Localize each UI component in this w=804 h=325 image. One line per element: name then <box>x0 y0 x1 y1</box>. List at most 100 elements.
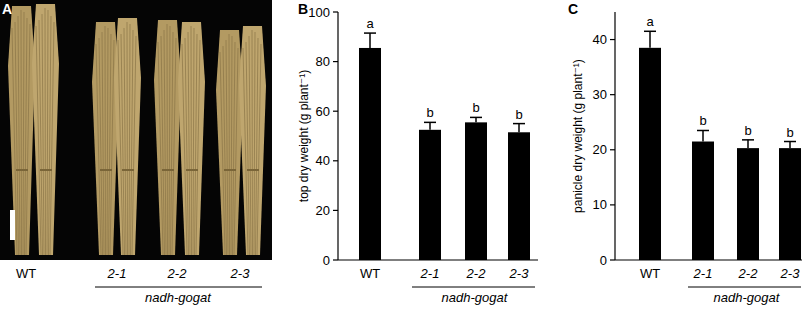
straw-line <box>226 40 228 255</box>
straw-line <box>229 34 231 255</box>
error-cap <box>424 122 436 124</box>
bar <box>779 148 801 260</box>
y-tick <box>333 259 338 260</box>
y-tick-label: 40 <box>593 32 607 47</box>
straw-line <box>23 12 24 255</box>
tie <box>40 169 52 171</box>
straw-line <box>246 42 250 255</box>
straw-line <box>196 40 200 255</box>
plant-bundle <box>114 18 141 255</box>
straw-line <box>252 30 254 255</box>
plant-bundle <box>92 22 119 255</box>
plant-bundle <box>32 4 59 255</box>
panel-label: B <box>298 1 308 17</box>
straw-line <box>102 32 104 255</box>
group-label: nadh-gogat <box>442 290 509 305</box>
group-line <box>95 287 262 288</box>
straw-line <box>231 36 232 255</box>
error-bar <box>429 122 431 129</box>
straw-line <box>99 38 103 255</box>
plant-bundle <box>154 20 181 255</box>
group-label: nadh-gogat <box>145 290 212 305</box>
scale-bar <box>10 210 15 240</box>
straw-line <box>161 36 165 255</box>
straw-line <box>18 16 20 255</box>
y-tick <box>333 160 338 161</box>
photo-background <box>0 0 272 260</box>
error-bar <box>702 130 704 141</box>
straw <box>114 18 141 255</box>
y-axis <box>614 12 615 260</box>
straw <box>216 30 243 255</box>
bars <box>359 33 530 260</box>
straw-line <box>21 10 23 255</box>
tie <box>100 169 112 171</box>
x-tick-label: 2-3 <box>780 266 801 281</box>
panel-label: C <box>568 1 578 17</box>
straw-line <box>254 32 255 255</box>
straw-line <box>167 24 169 255</box>
straw <box>178 22 205 255</box>
error-cap <box>697 130 709 132</box>
y-tick <box>610 149 615 150</box>
plant-bundle <box>8 6 35 255</box>
straw-line <box>124 28 126 255</box>
error-bar <box>518 124 520 133</box>
tie <box>16 169 28 171</box>
y-axis-label: top dry weight (g plant⁻¹) <box>297 70 311 202</box>
y-tick-label: 30 <box>593 87 607 102</box>
straw-line <box>249 36 251 255</box>
straw-line <box>188 32 190 255</box>
straw-line <box>234 48 238 255</box>
straw-line <box>107 28 108 255</box>
chart: Cpanicle dry weight (g plant⁻¹)010203040… <box>568 1 802 305</box>
straw-line <box>223 46 227 255</box>
bar <box>419 130 441 260</box>
straw <box>154 20 181 255</box>
photo-label: 2-1 <box>107 266 127 281</box>
straw-line <box>132 36 136 255</box>
significance-letter: a <box>366 16 374 31</box>
significance-letter: b <box>744 123 751 138</box>
y-axis <box>337 12 338 260</box>
error-bar <box>369 33 371 48</box>
x-tick-label: 2-3 <box>509 266 530 281</box>
y-tick <box>333 11 338 12</box>
plant-bundle <box>178 22 205 255</box>
straw-line <box>172 38 176 255</box>
straw-line <box>191 26 193 255</box>
straw-line <box>15 22 19 255</box>
straw-line <box>39 20 43 255</box>
straw-line <box>121 34 125 255</box>
straw-line <box>193 28 194 255</box>
bar <box>359 48 381 260</box>
straw-line <box>36 26 41 255</box>
bar <box>639 48 661 260</box>
error-cap <box>742 139 754 141</box>
x-tick-label: WT <box>360 266 380 281</box>
straw-line <box>169 26 170 255</box>
y-tick <box>610 259 615 260</box>
x-tick-label: 2-1 <box>420 266 440 281</box>
tie <box>162 169 174 171</box>
straw-line <box>105 26 107 255</box>
photo-label: 2-2 <box>167 266 188 281</box>
x-tick-label: WT <box>640 266 660 281</box>
straw-line <box>129 24 130 255</box>
y-tick-label: 80 <box>316 54 330 69</box>
straw-line <box>158 42 163 255</box>
straw-line <box>127 22 129 255</box>
group-line <box>412 287 535 288</box>
error-bar <box>747 140 749 148</box>
straw-line <box>26 24 30 255</box>
straw-line <box>47 10 48 255</box>
error-cap <box>470 117 482 119</box>
bars <box>639 31 801 260</box>
straw-line <box>50 22 54 255</box>
significance-letter: b <box>515 107 522 122</box>
figure: WT2-12-22-3nadh-gogatABtop dry weight (g… <box>0 0 804 325</box>
straw-line <box>257 44 261 255</box>
y-tick-label: 40 <box>316 153 330 168</box>
error-cap <box>784 141 796 143</box>
y-axis-label: panicle dry weight (g plant⁻¹) <box>571 59 585 213</box>
